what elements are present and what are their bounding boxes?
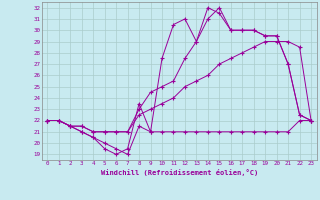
X-axis label: Windchill (Refroidissement éolien,°C): Windchill (Refroidissement éolien,°C)	[100, 169, 258, 176]
